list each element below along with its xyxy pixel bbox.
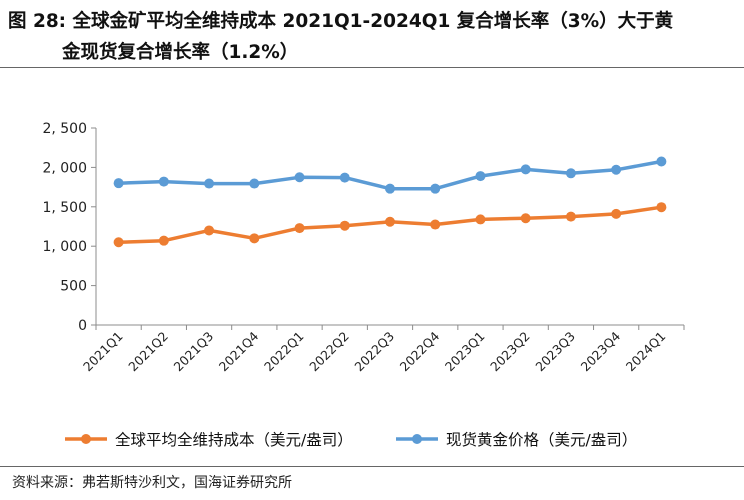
data-point [656,202,667,213]
y-tick-label: 500 [60,279,87,295]
x-tick-label: 2022Q2 [306,329,352,375]
data-point [204,178,215,189]
title-line-2: 金现货复合增长率（1.2%） [62,42,299,63]
x-tick-label: 2022Q1 [261,329,307,375]
x-tick-label: 2022Q3 [351,329,397,375]
data-point [249,178,260,189]
data-point [430,183,441,194]
data-point [475,214,486,225]
y-tick-label: 0 [78,318,87,334]
y-tick-label: 1, 000 [42,239,87,255]
data-point [113,178,124,189]
data-point [520,164,531,175]
data-point [339,172,350,183]
legend-marker-2 [412,434,422,444]
data-point [385,216,395,227]
x-tick-label: 2023Q1 [442,329,488,375]
data-point [204,225,215,236]
data-point [520,213,531,224]
legend-label-2: 现货黄金价格（美元/盎司） [446,431,637,449]
x-tick-label: 2023Q2 [487,329,533,375]
data-point [565,211,576,222]
data-point [113,237,124,248]
x-tick-label: 2021Q1 [80,329,126,375]
data-point [294,172,305,183]
data-point [611,208,622,219]
data-point [475,171,486,182]
title-rule [0,67,744,68]
x-tick-label: 2023Q4 [578,328,624,374]
figure-title: 图 28: 全球金矿平均全维持成本 2021Q1-2024Q1 复合增长率（3%… [8,6,736,68]
y-tick-label: 1, 500 [42,200,87,216]
data-point [656,156,667,167]
title-line-1: 图 28: 全球金矿平均全维持成本 2021Q1-2024Q1 复合增长率（3%… [8,11,674,32]
source-rule [0,466,744,467]
data-point [339,220,350,231]
x-tick-label: 2021Q2 [125,329,171,375]
x-tick-label: 2021Q4 [216,328,262,374]
data-point [158,235,169,246]
data-point [158,176,169,187]
legend-label-1: 全球平均全维持成本（美元/盎司） [115,431,353,449]
data-point [430,219,441,230]
y-tick-label: 2, 500 [42,121,87,137]
data-point [385,183,395,194]
data-point [565,168,576,179]
data-point [611,164,622,175]
x-tick-label: 2021Q3 [171,329,217,375]
data-point [249,233,260,244]
data-point [294,223,305,234]
legend-marker-1 [81,434,91,444]
x-tick-label: 2023Q3 [532,329,578,375]
x-tick-label: 2022Q4 [397,328,443,374]
y-tick-label: 2, 000 [42,160,87,176]
source-note: 资料来源：弗若斯特沙利文，国海证券研究所 [12,475,292,491]
x-tick-label: 2024Q1 [623,329,669,375]
